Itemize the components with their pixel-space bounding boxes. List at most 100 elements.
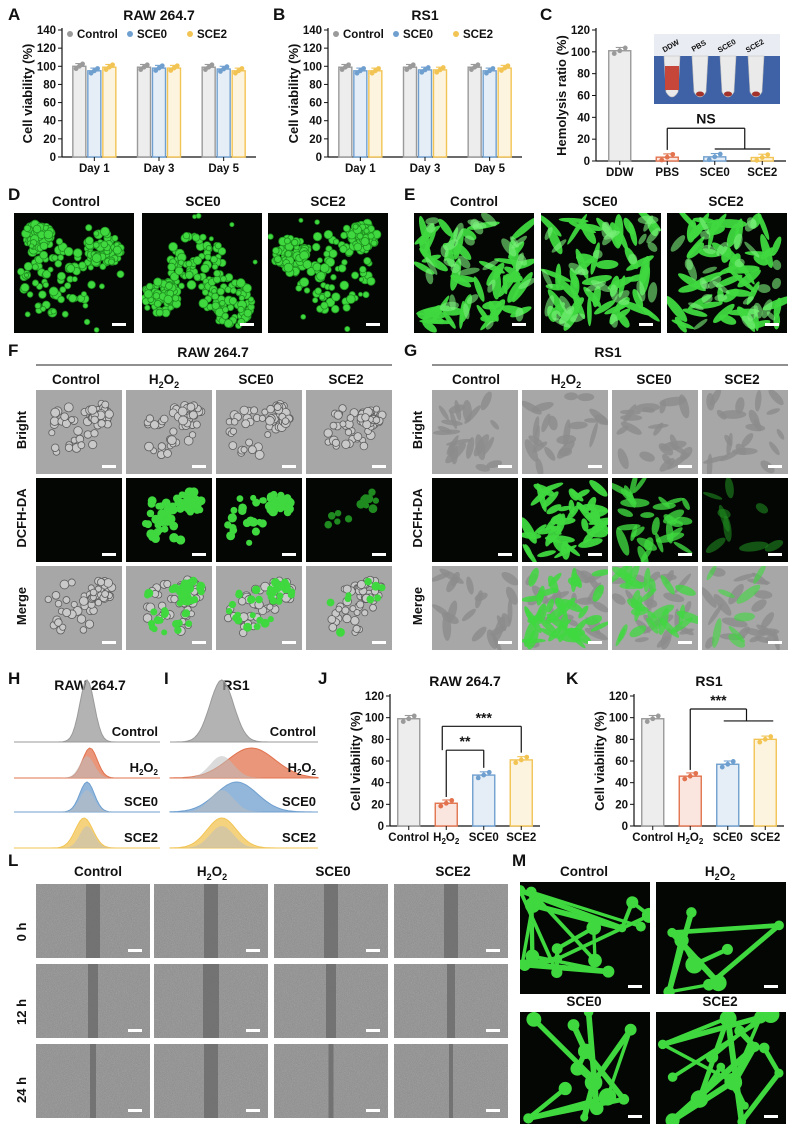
cell [177, 406, 188, 417]
panel-f: RAW 264.7 Control H2O2 SCE0 SCE2 Bright … [14, 344, 392, 650]
cell [589, 480, 608, 497]
cell [335, 605, 343, 613]
y-tick-label: 100 [571, 47, 590, 59]
tube-node [737, 1117, 747, 1124]
x-tick-label: Day 5 [208, 163, 239, 175]
data-point [438, 803, 444, 809]
cell [178, 415, 188, 426]
cell [352, 223, 359, 230]
data-point [719, 764, 725, 770]
cell [163, 580, 172, 588]
cell [251, 527, 260, 536]
cell [186, 507, 195, 516]
cell [682, 308, 708, 317]
cell [316, 257, 323, 264]
data-point [725, 761, 731, 767]
cell [437, 426, 452, 434]
cell [725, 265, 760, 274]
scale-bar [512, 323, 526, 326]
wound-gap [447, 964, 455, 1038]
tube-node [749, 1041, 760, 1053]
cell [466, 576, 474, 595]
cell [511, 235, 528, 249]
scale-bar [372, 553, 386, 556]
cell [167, 435, 177, 446]
data-point [224, 64, 230, 70]
cell [59, 579, 70, 590]
cell [488, 300, 499, 322]
cell [300, 313, 307, 320]
scale-bar [366, 949, 380, 952]
cell [544, 226, 553, 240]
data-point [693, 770, 699, 776]
tube-node [635, 921, 646, 932]
cell [150, 420, 160, 430]
cell [706, 566, 717, 581]
data-point [174, 63, 180, 69]
legend-marker [453, 31, 459, 37]
cell [63, 246, 74, 257]
cell [64, 282, 72, 290]
cell [101, 590, 109, 598]
cell [92, 241, 100, 249]
y-tick-label: 40 [371, 778, 384, 790]
cell [76, 614, 87, 624]
cell [708, 275, 722, 289]
cell [328, 284, 336, 291]
cell [718, 589, 735, 598]
cell [251, 585, 261, 595]
cell [361, 494, 370, 503]
cell [210, 255, 218, 264]
bar [641, 718, 665, 827]
cell [101, 400, 110, 409]
cell [324, 520, 333, 529]
g-row-merge: Merge [410, 587, 425, 625]
f-row-merge: Merge [14, 587, 29, 625]
data-point [440, 65, 446, 70]
cell [275, 581, 285, 591]
cell [452, 275, 477, 283]
cell [205, 245, 212, 252]
scale-bar [486, 949, 500, 952]
cell [464, 235, 475, 246]
data-point [449, 798, 455, 803]
tube-node [520, 959, 527, 970]
y-tick-label: 140 [303, 25, 322, 37]
cell [735, 443, 747, 455]
cell [646, 617, 659, 634]
micrograph-merge [126, 566, 212, 650]
wound-gap [90, 1044, 96, 1118]
cell [54, 260, 63, 268]
cell [368, 488, 376, 496]
cell [537, 550, 556, 558]
cell [93, 230, 100, 237]
wound-gap [204, 884, 218, 958]
cell [23, 261, 33, 271]
scale-bar [102, 465, 116, 468]
cell [544, 295, 555, 317]
data-point [80, 61, 85, 67]
legend-label: Control [343, 29, 384, 41]
cell [665, 497, 684, 505]
cell [575, 253, 595, 264]
cell [188, 410, 198, 420]
data-point [361, 66, 366, 71]
tube-branch [555, 913, 650, 961]
cell [116, 270, 125, 279]
cell [540, 618, 557, 634]
cell [473, 434, 490, 457]
cell [144, 520, 153, 529]
panel-i-histogram: RS1 Control H2O2 SCE0 SCE2 [169, 677, 319, 849]
cell [277, 491, 285, 500]
cell [189, 487, 199, 497]
scale-bar [678, 641, 692, 644]
tube-branch [669, 1078, 737, 1124]
cell [642, 407, 655, 413]
cell [480, 315, 498, 323]
f-col-control: Control [52, 372, 100, 387]
panel-label-d: D [8, 185, 20, 204]
cell [31, 263, 39, 271]
cell [566, 504, 580, 521]
l-row-0h: 0 h [14, 923, 29, 942]
